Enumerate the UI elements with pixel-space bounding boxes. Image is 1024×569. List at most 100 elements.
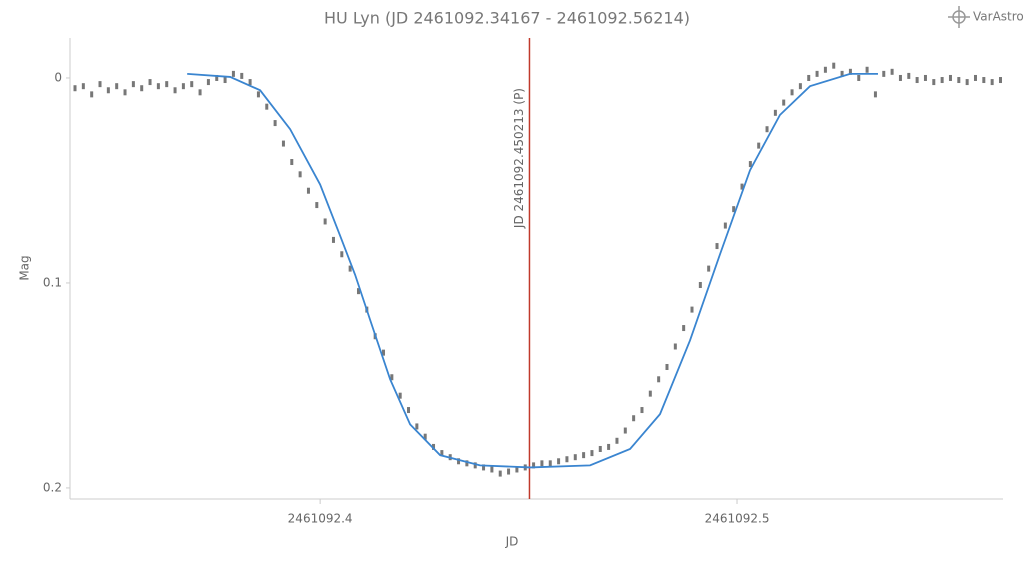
- data-point: [473, 462, 477, 469]
- data-point: [565, 456, 569, 463]
- data-point: [815, 70, 819, 77]
- data-point: [915, 77, 919, 84]
- data-point: [573, 454, 577, 461]
- data-point: [623, 427, 627, 434]
- data-point: [690, 306, 694, 313]
- data-point: [907, 72, 911, 79]
- data-point: [331, 236, 335, 243]
- data-point: [757, 142, 761, 149]
- data-point: [340, 251, 344, 258]
- data-point: [632, 415, 636, 422]
- data-point: [298, 171, 302, 178]
- data-point: [140, 85, 144, 92]
- data-point: [348, 265, 352, 272]
- data-point: [865, 66, 869, 73]
- data-point: [432, 443, 436, 450]
- data-point: [823, 66, 827, 73]
- data-point: [665, 363, 669, 370]
- data-point: [415, 423, 419, 430]
- data-point: [490, 466, 494, 473]
- x-tick-label: 2461092.4: [288, 512, 353, 526]
- data-point: [173, 87, 177, 94]
- data-point: [965, 79, 969, 86]
- x-axis-label: JD: [505, 535, 519, 549]
- data-point: [807, 74, 811, 81]
- data-point: [382, 349, 386, 356]
- data-point: [156, 83, 160, 90]
- data-point: [873, 91, 877, 98]
- data-point: [590, 450, 594, 457]
- y-tick-label: 0: [54, 70, 62, 84]
- watermark-logo: [948, 6, 970, 28]
- data-point: [723, 222, 727, 229]
- data-point: [423, 433, 427, 440]
- data-point: [507, 468, 511, 475]
- data-point: [973, 74, 977, 81]
- data-point: [215, 74, 219, 81]
- data-point: [148, 79, 152, 86]
- data-point: [948, 74, 952, 81]
- data-point: [540, 460, 544, 467]
- data-point: [482, 464, 486, 471]
- data-point: [732, 206, 736, 213]
- data-point: [715, 243, 719, 250]
- data-point: [81, 83, 85, 90]
- watermark: VarAstro: [973, 10, 1024, 24]
- data-point: [557, 458, 561, 465]
- data-point: [98, 81, 102, 88]
- data-point: [440, 450, 444, 457]
- data-point: [223, 77, 227, 84]
- data-point: [648, 390, 652, 397]
- data-point: [998, 77, 1002, 84]
- data-point: [773, 109, 777, 116]
- data-point: [356, 288, 360, 295]
- data-point: [957, 77, 961, 84]
- data-point: [248, 79, 252, 86]
- data-point: [306, 187, 310, 194]
- data-point: [290, 159, 294, 166]
- data-point: [457, 458, 461, 465]
- data-point: [181, 83, 185, 90]
- data-point: [190, 81, 194, 88]
- data-point: [740, 183, 744, 190]
- data-point: [657, 376, 661, 383]
- data-point: [898, 74, 902, 81]
- data-point: [548, 460, 552, 467]
- data-point: [398, 392, 402, 399]
- x-tick-label: 2461092.5: [705, 512, 770, 526]
- y-axis-label: Mag: [18, 255, 32, 280]
- data-point: [515, 466, 519, 473]
- data-point: [231, 70, 235, 77]
- data-point: [106, 87, 110, 94]
- data-point: [407, 407, 411, 414]
- data-point: [857, 74, 861, 81]
- data-point: [982, 77, 986, 84]
- data-point: [598, 445, 602, 452]
- data-point: [765, 126, 769, 133]
- fit-curve: [187, 72, 878, 469]
- data-point: [165, 81, 169, 88]
- data-point: [206, 79, 210, 86]
- y-tick-label: 0.1: [43, 275, 62, 289]
- data-point: [90, 91, 94, 98]
- data-point: [698, 282, 702, 289]
- data-point: [323, 218, 327, 225]
- data-point: [848, 68, 852, 75]
- data-point: [465, 460, 469, 467]
- data-point: [582, 452, 586, 459]
- data-point: [923, 74, 927, 81]
- data-point: [198, 89, 202, 96]
- data-point: [882, 70, 886, 77]
- data-point: [273, 120, 277, 127]
- data-point: [607, 443, 611, 450]
- data-point: [832, 62, 836, 69]
- data-point: [131, 81, 135, 88]
- data-point: [256, 91, 260, 98]
- data-point: [790, 89, 794, 96]
- marker-label: JD 2461092.450213 (P): [512, 88, 526, 229]
- data-point: [673, 343, 677, 350]
- data-point: [73, 85, 77, 92]
- data-point: [840, 70, 844, 77]
- data-point: [990, 79, 994, 86]
